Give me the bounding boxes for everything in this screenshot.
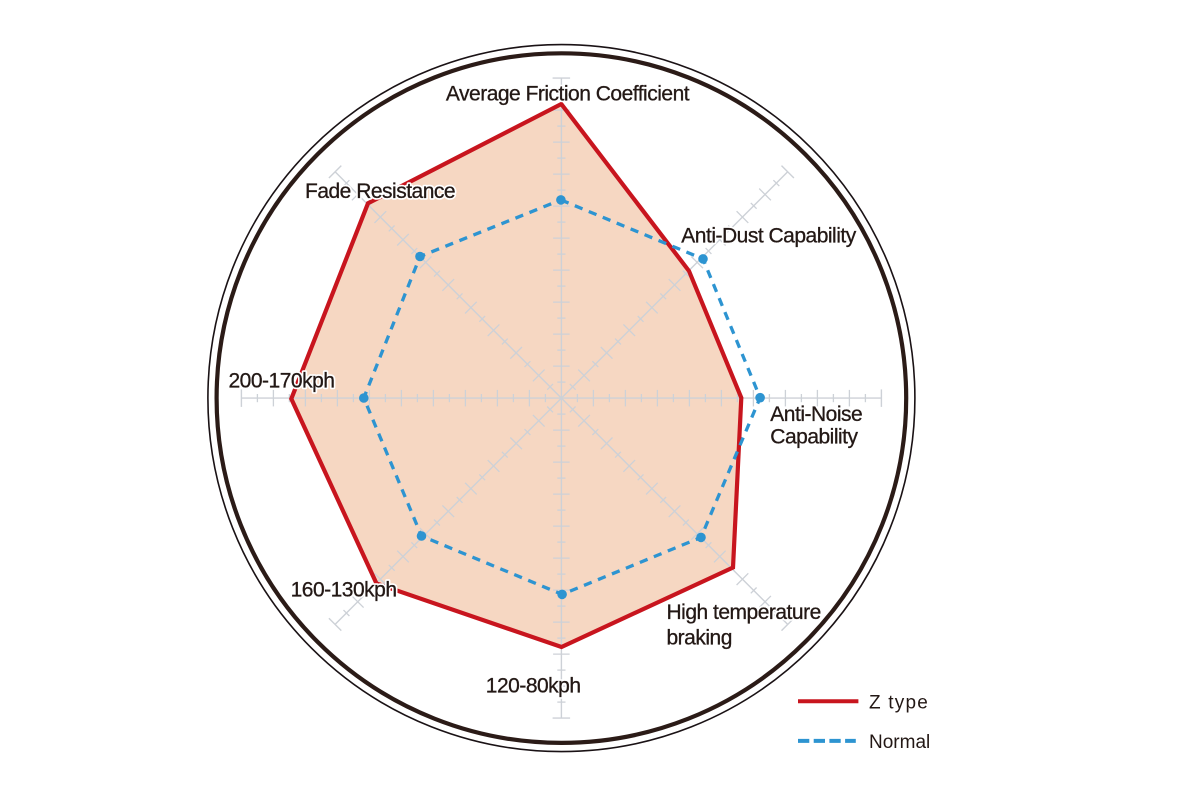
svg-text:160-130kph: 160-130kph	[291, 578, 397, 601]
svg-text:200-170kph: 200-170kph	[229, 369, 335, 392]
svg-text:Average Friction Coefficient: Average Friction Coefficient	[446, 83, 690, 106]
svg-text:Z type: Z type	[869, 693, 929, 714]
svg-text:Fade Resistance: Fade Resistance	[305, 180, 455, 203]
svg-text:Capability: Capability	[770, 425, 858, 448]
svg-text:Normal: Normal	[869, 732, 930, 753]
svg-text:200-170kph: 200-170kph	[229, 369, 335, 392]
svg-text:Anti-Dust Capability: Anti-Dust Capability	[681, 225, 856, 248]
svg-text:High temperature: High temperature	[667, 601, 821, 624]
svg-text:Anti-Noise: Anti-Noise	[770, 403, 862, 426]
svg-text:Capability: Capability	[770, 425, 858, 448]
svg-text:Average Friction Coefficient: Average Friction Coefficient	[446, 83, 690, 106]
svg-text:High temperature: High temperature	[667, 601, 821, 624]
svg-text:Anti-Dust Capability: Anti-Dust Capability	[681, 225, 856, 248]
svg-text:Anti-Noise: Anti-Noise	[770, 403, 862, 426]
svg-text:Fade Resistance: Fade Resistance	[305, 180, 455, 203]
svg-text:160-130kph: 160-130kph	[291, 578, 397, 601]
svg-text:braking: braking	[667, 627, 732, 650]
svg-text:120-80kph: 120-80kph	[486, 675, 581, 698]
svg-text:braking: braking	[667, 627, 732, 650]
svg-text:120-80kph: 120-80kph	[486, 675, 581, 698]
